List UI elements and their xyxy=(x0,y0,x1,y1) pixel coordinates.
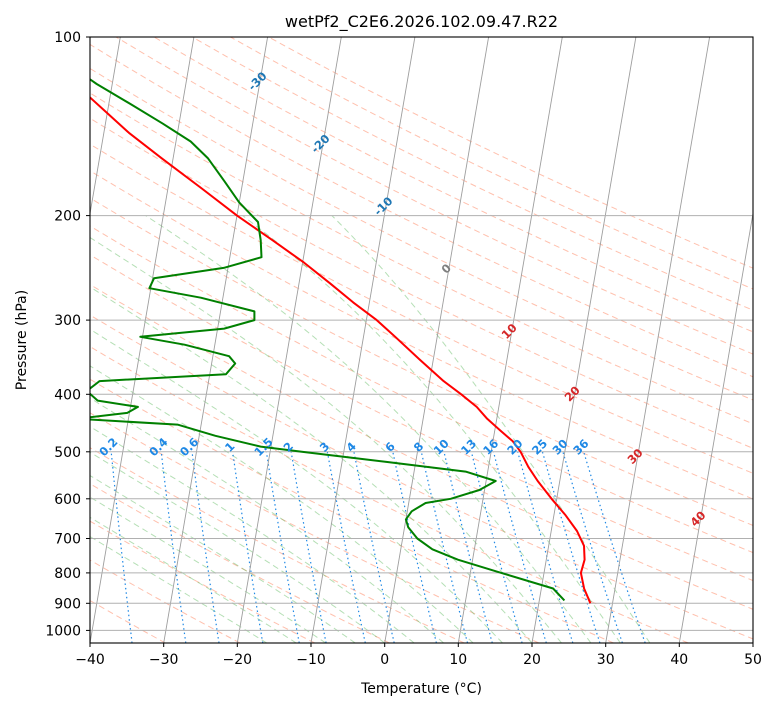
moist-adiabat xyxy=(90,496,326,643)
y-axis-label: Pressure (hPa) xyxy=(14,290,30,390)
axis-ticks: −40 −30 −20 −10 0 10 20 30 40 50 100 200 300 400 500 60… xyxy=(45,30,762,668)
temperature-profile-line xyxy=(90,96,592,604)
plot-frame xyxy=(89,36,754,644)
isotherm-line xyxy=(90,37,121,217)
isotherm-line xyxy=(163,37,269,643)
mixing-ratio-line xyxy=(492,451,547,643)
moist-adiabat xyxy=(90,516,297,643)
x-tick-label: −20 xyxy=(223,652,253,668)
y-tick-label: 400 xyxy=(54,387,81,403)
isotherm-line xyxy=(457,37,563,643)
dry-adiabat xyxy=(90,170,753,500)
x-tick-label: 0 xyxy=(380,652,389,668)
dry-adiabat xyxy=(90,412,540,643)
dry-adiabat xyxy=(90,378,614,643)
moist-adiabat xyxy=(90,397,444,643)
y-tick-label: 600 xyxy=(54,492,81,508)
moist-adiabat xyxy=(90,365,474,643)
mixing-ratio-line xyxy=(191,451,220,643)
y-tick-label: 500 xyxy=(54,445,81,461)
dry-adiabat xyxy=(90,283,753,610)
isotherm-line xyxy=(90,37,195,643)
y-tick-label: 900 xyxy=(54,596,81,612)
moist-adiabat xyxy=(90,451,385,643)
mixing-ratio-line xyxy=(160,451,187,643)
isotherm-line xyxy=(531,37,637,643)
x-axis-label: Temperature (°C) xyxy=(360,681,482,697)
x-tick-label: 30 xyxy=(597,652,615,668)
y-tick-label: 1000 xyxy=(45,623,81,639)
y-tick-label: 100 xyxy=(54,30,81,46)
dry-adiabat xyxy=(90,197,753,526)
dry-adiabat xyxy=(90,225,753,554)
series-layer xyxy=(90,78,592,604)
chart-title: wetPf2_C2E6.2026.102.09.47.R22 xyxy=(285,12,558,32)
dry-adiabat xyxy=(90,483,390,643)
moist-adiabat xyxy=(145,215,592,643)
moist-adiabat xyxy=(242,215,621,643)
isotherm-line xyxy=(678,210,753,643)
x-tick-label: 10 xyxy=(449,652,467,668)
dry-adiabat xyxy=(90,117,753,449)
dry-adiabat xyxy=(90,599,166,643)
mixing-ratio-line xyxy=(562,451,623,643)
isotherm-line xyxy=(605,37,711,643)
x-tick-label: −30 xyxy=(149,652,179,668)
mixing-ratio-line xyxy=(541,451,601,643)
mixing-ratio-line xyxy=(290,451,327,643)
x-tick-label: 50 xyxy=(744,652,762,668)
y-tick-label: 200 xyxy=(54,209,81,225)
mixing-ratio-line xyxy=(517,451,574,643)
gridlines xyxy=(90,37,753,643)
moist-adiabat xyxy=(90,535,268,643)
dry-adiabat xyxy=(90,520,315,643)
y-tick-label: 300 xyxy=(54,313,81,329)
background-lines xyxy=(90,37,753,643)
x-tick-label: 40 xyxy=(670,652,688,668)
dry-adiabat xyxy=(90,92,753,425)
dry-adiabat xyxy=(90,447,465,643)
isotherm-line xyxy=(310,37,416,643)
moist-adiabat xyxy=(331,215,651,643)
dry-adiabat xyxy=(230,37,753,290)
y-tick-label: 700 xyxy=(54,532,81,548)
mixing-ratio-line xyxy=(470,451,523,643)
isotherm-line xyxy=(384,37,490,643)
dry-adiabat xyxy=(115,37,753,355)
dry-adiabat xyxy=(90,346,689,643)
dewpoint-profile-line xyxy=(90,78,566,602)
moist-adiabat xyxy=(90,425,415,643)
isotherm-line xyxy=(236,37,342,643)
moist-adiabat xyxy=(90,328,503,643)
x-tick-label: 20 xyxy=(523,652,541,668)
mixing-ratio-line xyxy=(232,451,264,643)
x-tick-label: −40 xyxy=(75,652,105,668)
moist-adiabat xyxy=(90,236,562,643)
moist-adiabat xyxy=(90,286,533,643)
x-tick-label: −10 xyxy=(296,652,326,668)
dry-adiabat xyxy=(90,43,753,378)
mixing-ratio-line xyxy=(265,451,300,643)
y-tick-label: 800 xyxy=(54,566,81,582)
